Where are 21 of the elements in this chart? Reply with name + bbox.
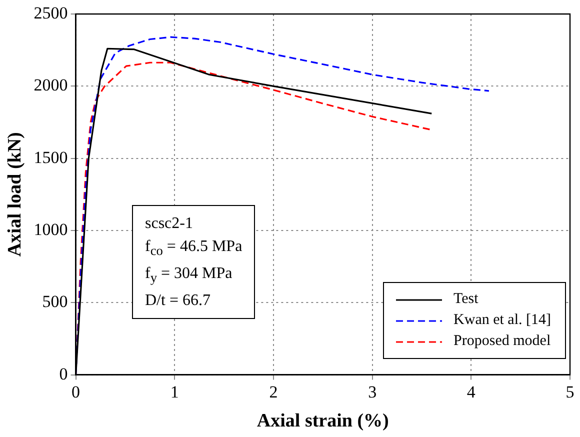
y-tick-label: 500: [42, 292, 68, 312]
x-tick-label: 5: [566, 382, 574, 402]
x-tick-label: 1: [170, 382, 179, 402]
y-tick-label: 2500: [34, 3, 68, 22]
legend-label: Test: [454, 290, 478, 309]
x-tick-label: 4: [466, 382, 476, 402]
y-tick-label: 0: [59, 364, 68, 384]
annotation: f$_{co}$ = 46.5 MPa: [145, 237, 242, 260]
annotation: D/t = 66.7: [145, 291, 212, 312]
legend-label: Kwan et al. [14]: [454, 311, 551, 330]
y-tick-label: 1500: [34, 148, 68, 167]
y-tick-label: 1000: [34, 220, 68, 239]
y-axis-title: Axial load (kN): [4, 132, 26, 257]
x-axis-title: Axial strain (%): [256, 410, 389, 432]
annotation: scsc2-1: [145, 214, 194, 234]
legend-label: Proposed model: [454, 332, 551, 351]
x-tick-label: 2: [269, 382, 278, 402]
x-tick-label: 3: [368, 382, 377, 402]
x-tick-label: 0: [72, 382, 80, 402]
annotation: f$_{y}$ = 304 MPa: [145, 264, 234, 288]
y-tick-label: 2000: [34, 76, 68, 95]
